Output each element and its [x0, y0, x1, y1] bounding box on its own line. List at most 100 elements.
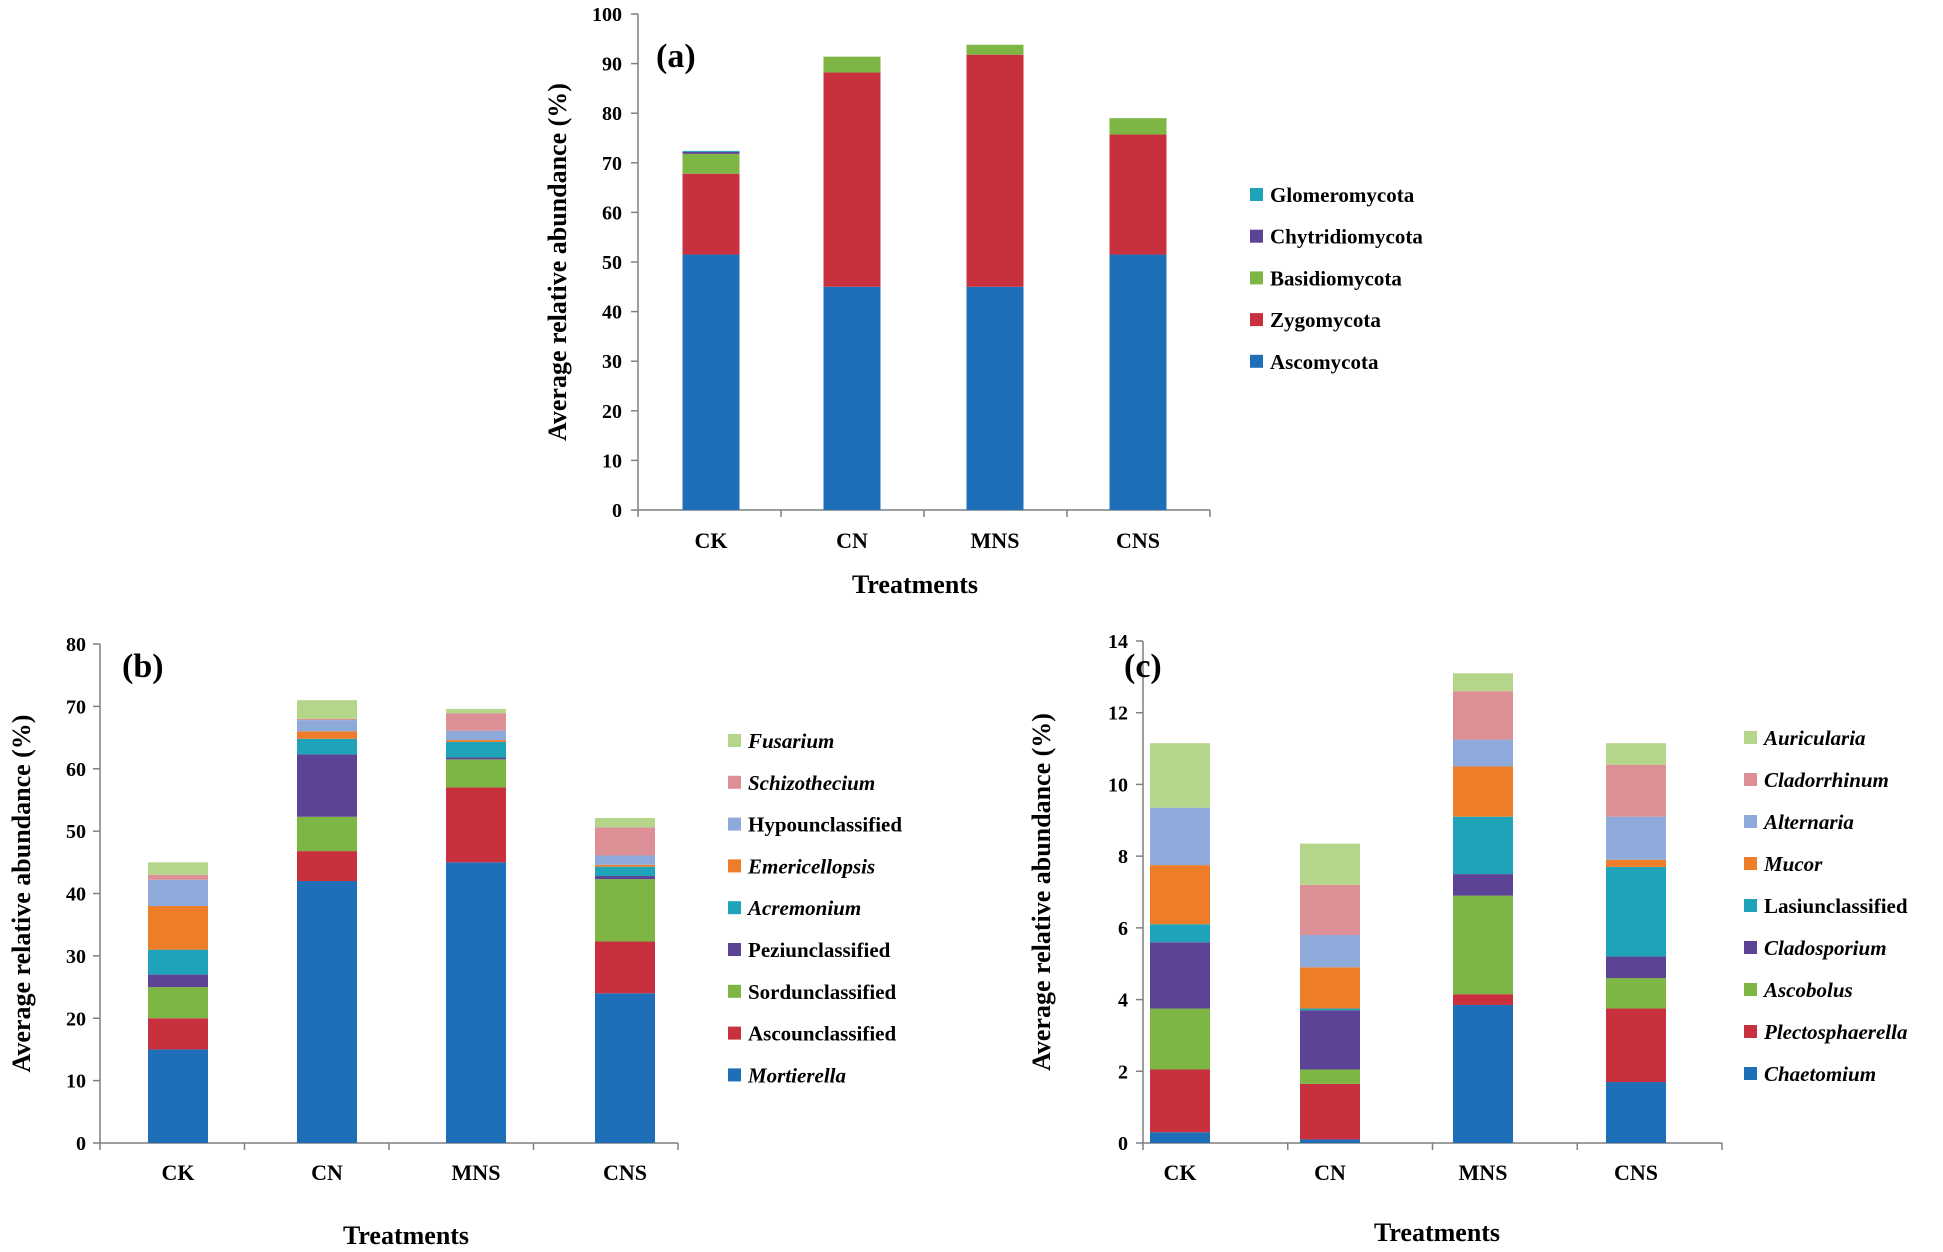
- bar-segment: [446, 759, 506, 788]
- y-tick-label: 4: [1118, 990, 1128, 1012]
- bar-segment: [1300, 1010, 1360, 1070]
- legend-label: Plectosphaerella: [1763, 1020, 1907, 1044]
- x-axis-title: Treatments: [1374, 1218, 1500, 1247]
- bar-segment: [1150, 807, 1210, 866]
- x-tick-label: MNS: [1459, 1160, 1508, 1185]
- legend-label: Ascounclassified: [748, 1022, 897, 1046]
- y-tick-label: 10: [1108, 774, 1128, 796]
- bar-segment: [1300, 967, 1360, 1009]
- legend-swatch: [1250, 188, 1263, 201]
- bar-segment: [297, 720, 357, 732]
- chart-panel-b: 0 10 20 30 40 50 60 70 80 CK CN MNS CNS (b) Average re…: [7, 634, 902, 1250]
- panel-label: (a): [656, 38, 696, 75]
- y-tick-label: 60: [602, 202, 622, 224]
- bar-segment: [966, 54, 1024, 287]
- legend-label: Mucor: [1763, 852, 1823, 876]
- bar-segment: [682, 173, 740, 255]
- x-tick-label: CK: [162, 1160, 195, 1185]
- bar-segment: [595, 864, 655, 867]
- x-tick-label: CK: [695, 528, 728, 553]
- bar-segment: [446, 708, 506, 714]
- bar-segment: [1453, 816, 1513, 875]
- legend-label: Cladosporium: [1764, 936, 1887, 960]
- bar-segment: [1453, 1004, 1513, 1143]
- legend-label: Auricularia: [1762, 726, 1866, 750]
- y-tick-label: 8: [1118, 846, 1128, 868]
- bar-segment: [595, 818, 655, 828]
- x-tick-label: MNS: [971, 528, 1020, 553]
- bar-segment: [595, 879, 655, 942]
- legend-swatch: [1744, 941, 1757, 954]
- bar-segment: [297, 738, 357, 755]
- legend-label: Acremonium: [746, 896, 861, 920]
- bar-segment: [1453, 673, 1513, 692]
- y-tick-label: 30: [602, 351, 622, 373]
- bar-segment: [148, 949, 208, 975]
- bar-segment: [1150, 942, 1210, 1009]
- y-tick-label: 70: [66, 696, 86, 718]
- x-tick-label: CN: [836, 528, 868, 553]
- bar-segment: [446, 740, 506, 742]
- bar-segment: [1109, 134, 1167, 255]
- bar-segment: [1300, 843, 1360, 885]
- bar-segment: [148, 1049, 208, 1143]
- y-tick-label: 50: [602, 252, 622, 274]
- y-tick-label: 40: [66, 884, 86, 906]
- bar-segment: [682, 151, 740, 154]
- bar-segment: [446, 757, 506, 760]
- panel-label: (b): [122, 648, 164, 685]
- legend-swatch: [1744, 857, 1757, 870]
- legend-swatch: [1250, 271, 1263, 285]
- legend-swatch: [728, 817, 741, 831]
- bar-segment: [297, 851, 357, 882]
- bar-segment: [148, 974, 208, 988]
- legend-swatch: [1744, 899, 1757, 912]
- y-tick-label: 70: [602, 153, 622, 175]
- bar-segment: [297, 881, 357, 1143]
- bar-segment: [1109, 118, 1167, 135]
- bar-segment: [148, 874, 208, 880]
- panel-label: (c): [1124, 648, 1162, 685]
- bar-segment: [966, 44, 1024, 55]
- x-tick-label: CK: [1164, 1160, 1197, 1185]
- bar-segment: [823, 72, 881, 287]
- y-tick-label: 20: [602, 401, 622, 423]
- y-tick-label: 12: [1108, 703, 1128, 725]
- bar-segment: [682, 153, 740, 174]
- bar-segment: [823, 56, 881, 73]
- legend-swatch: [1744, 815, 1757, 828]
- bar-segment: [1300, 1008, 1360, 1011]
- legend-swatch: [1744, 1025, 1757, 1038]
- chart-panel-a: 0 10 20 30 40 50 60 70 80 90 100 CK CN MNS CNS (a) Avera…: [543, 4, 1423, 599]
- y-tick-label: 10: [602, 450, 622, 472]
- bar-segment: [446, 862, 506, 1143]
- x-tick-label: MNS: [452, 1160, 501, 1185]
- legend-label: Schizothecium: [748, 771, 875, 795]
- bar-segment: [148, 905, 208, 950]
- y-tick-label: 50: [66, 821, 86, 843]
- legend-swatch: [1744, 773, 1757, 786]
- bar-segment: [1606, 816, 1666, 860]
- legend-label: Fusarium: [747, 729, 834, 753]
- y-tick-label: 0: [76, 1133, 86, 1155]
- x-axis-title: Treatments: [343, 1221, 469, 1250]
- legend-swatch: [1250, 313, 1263, 327]
- legend-swatch: [1250, 229, 1263, 243]
- bar-segment: [148, 862, 208, 875]
- bar-segment: [1606, 978, 1666, 1009]
- legend: Glomeromycota Chytridiomycota Basidiomycot…: [1250, 183, 1423, 374]
- legend-swatch: [1744, 731, 1757, 744]
- bar-segment: [1150, 1132, 1210, 1143]
- legend-swatch: [728, 901, 741, 915]
- bar-segment: [297, 816, 357, 852]
- legend-swatch: [1744, 983, 1757, 996]
- bar-segment: [595, 855, 655, 865]
- x-tick-label: CNS: [1116, 528, 1160, 553]
- legend: Auricularia Cladorrhinum Alternaria Mucor La…: [1744, 726, 1908, 1086]
- bar-segment: [148, 987, 208, 1019]
- x-tick-label: CNS: [603, 1160, 647, 1185]
- bar-segment: [1300, 1069, 1360, 1084]
- legend-label: Glomeromycota: [1270, 183, 1415, 207]
- bar-segment: [1150, 865, 1210, 925]
- bar-segment: [595, 866, 655, 877]
